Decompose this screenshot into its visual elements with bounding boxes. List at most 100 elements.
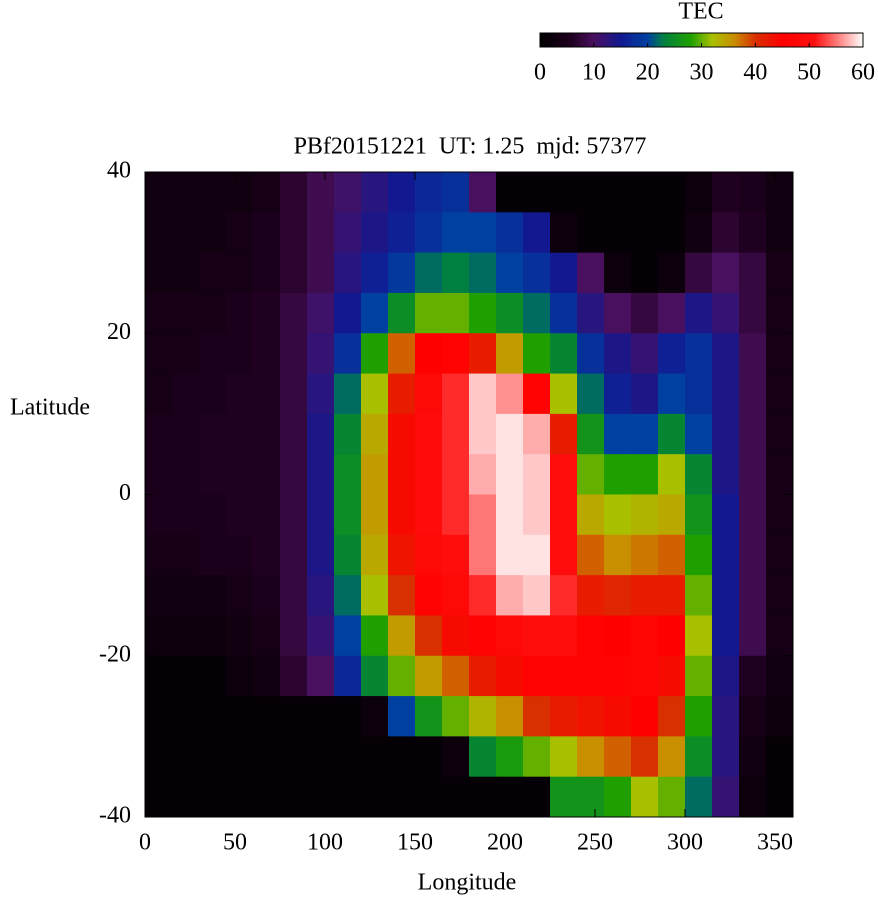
heat-cell — [361, 494, 389, 536]
heat-cell — [442, 575, 470, 616]
heat-cell — [280, 494, 308, 536]
heat-cell — [631, 212, 659, 254]
heat-cell — [712, 373, 740, 415]
heat-cell — [685, 696, 713, 737]
heat-cell — [523, 696, 551, 737]
heat-cell — [145, 292, 173, 334]
heat-cell — [361, 292, 389, 334]
heat-cell — [226, 413, 254, 455]
heat-cell — [388, 494, 416, 536]
heat-cell — [361, 373, 389, 415]
heat-cell — [145, 212, 173, 254]
heat-cell — [550, 172, 578, 213]
heat-cell — [145, 454, 173, 495]
heat-cell — [523, 292, 551, 334]
heat-cell — [631, 333, 659, 375]
heat-cell — [334, 534, 362, 576]
heat-cell — [172, 534, 200, 576]
x-axis-label: Longitude — [418, 870, 517, 896]
heat-cell — [739, 494, 767, 536]
heat-cell — [766, 212, 794, 254]
heat-cell — [172, 373, 200, 415]
heat-cell — [712, 534, 740, 576]
heat-cell — [253, 736, 281, 778]
heat-cell — [766, 454, 794, 495]
heat-cell — [523, 454, 551, 495]
heat-cell — [604, 494, 632, 536]
x-tick-label: 50 — [223, 830, 247, 856]
heat-cell — [685, 776, 713, 818]
heat-cell — [604, 615, 632, 657]
heat-cell — [280, 655, 308, 697]
heat-cell — [496, 534, 524, 576]
heat-cell — [712, 413, 740, 455]
heat-cell — [577, 776, 605, 818]
heat-cell — [199, 615, 227, 657]
heat-cell — [334, 696, 362, 737]
heat-cell — [388, 292, 416, 334]
heat-cell — [253, 534, 281, 576]
heat-cell — [550, 494, 578, 536]
heat-cell — [631, 615, 659, 657]
heat-cell — [469, 494, 497, 536]
heat-cell — [496, 172, 524, 213]
heat-cell — [361, 333, 389, 375]
heat-cell — [685, 292, 713, 334]
heat-cell — [631, 776, 659, 818]
x-tick-label: 100 — [307, 830, 343, 856]
heat-cell — [415, 413, 443, 455]
heat-cell — [658, 655, 686, 697]
heat-cell — [631, 655, 659, 697]
heat-cell — [442, 413, 470, 455]
heat-cell — [334, 212, 362, 254]
heat-cell — [253, 212, 281, 254]
heat-cell — [280, 776, 308, 818]
heat-cell — [604, 655, 632, 697]
heat-cell — [307, 212, 335, 254]
heat-cell — [415, 575, 443, 616]
heat-cell — [226, 615, 254, 657]
heat-cell — [280, 575, 308, 616]
heat-cell — [388, 575, 416, 616]
y-tick-label: 20 — [107, 319, 131, 345]
heat-cell — [442, 615, 470, 657]
heat-cell — [469, 333, 497, 375]
chart-title: PBf20151221 UT: 1.25 mjd: 57377 — [294, 134, 647, 160]
heat-cell — [739, 292, 767, 334]
heat-cell — [550, 212, 578, 254]
heat-cell — [550, 413, 578, 455]
heat-cell — [388, 736, 416, 778]
heat-cell — [334, 373, 362, 415]
heat-cell — [550, 615, 578, 657]
heat-cell — [307, 333, 335, 375]
heat-cell — [307, 413, 335, 455]
heat-cell — [766, 494, 794, 536]
heat-cell — [739, 172, 767, 213]
heat-cell — [226, 736, 254, 778]
heat-cell — [442, 252, 470, 294]
heat-cell — [199, 212, 227, 254]
heat-cell — [523, 736, 551, 778]
x-tick-label: 350 — [757, 830, 793, 856]
heat-cell — [226, 776, 254, 818]
heat-cell — [712, 615, 740, 657]
heat-cell — [712, 655, 740, 697]
heat-cell — [280, 172, 308, 213]
heat-cell — [253, 696, 281, 737]
heat-cell — [550, 696, 578, 737]
heat-cell — [469, 736, 497, 778]
heat-cell — [469, 373, 497, 415]
heat-cell — [496, 292, 524, 334]
heat-cell — [658, 292, 686, 334]
heat-cell — [712, 736, 740, 778]
x-tick-label: 300 — [667, 830, 703, 856]
heat-cell — [415, 454, 443, 495]
heat-cell — [172, 212, 200, 254]
x-tick-label: 150 — [397, 830, 433, 856]
heat-cell — [280, 333, 308, 375]
heat-cell — [604, 413, 632, 455]
heat-cell — [145, 696, 173, 737]
heat-cell — [550, 776, 578, 818]
heat-cell — [496, 696, 524, 737]
heat-cell — [334, 172, 362, 213]
